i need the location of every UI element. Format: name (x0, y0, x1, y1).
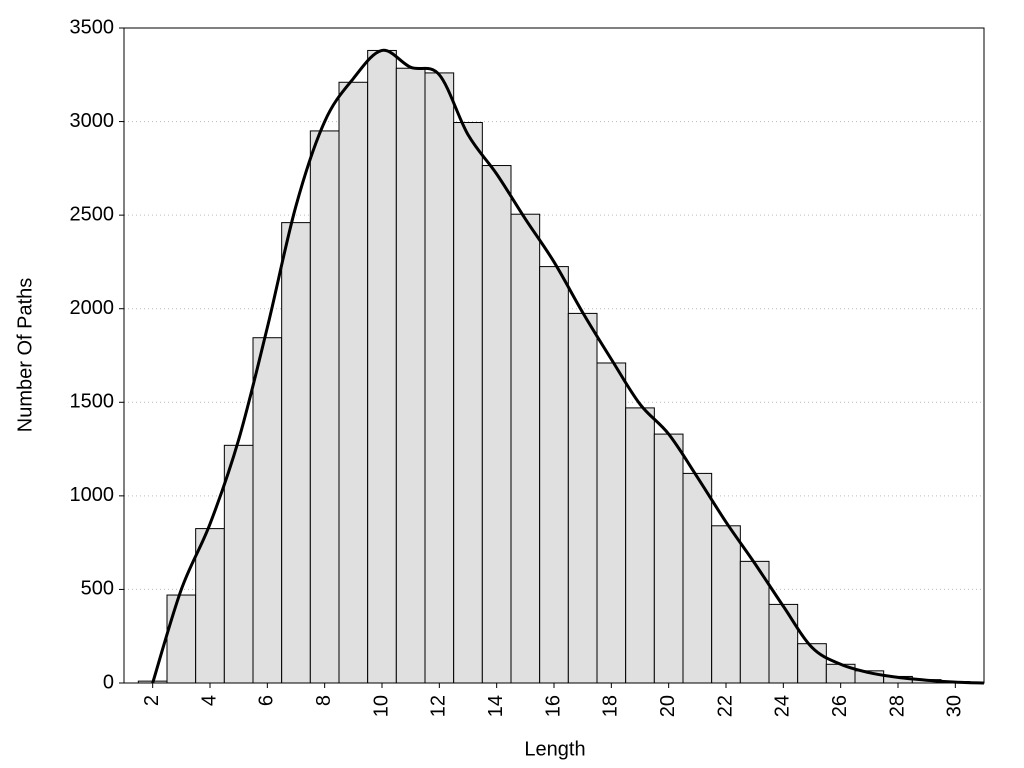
bar (223, 444, 254, 684)
bar (739, 560, 770, 684)
y-tick-label: 2000 (70, 297, 115, 319)
bar (567, 312, 598, 684)
x-axis-label: Length (524, 738, 585, 760)
bar (596, 362, 627, 684)
x-tick-label: 14 (485, 695, 507, 717)
y-tick-label: 3500 (70, 16, 115, 38)
y-tick-label: 500 (81, 578, 114, 600)
x-tick-label: 16 (542, 695, 564, 717)
bar (682, 472, 713, 684)
x-tick-label: 10 (370, 695, 392, 717)
bar (338, 81, 369, 684)
x-tick-label: 2 (141, 695, 163, 706)
bar (453, 122, 483, 684)
x-tick-label: 26 (829, 695, 851, 717)
x-tick-label: 12 (428, 695, 450, 717)
x-tick-label: 18 (600, 695, 622, 717)
bar (653, 433, 684, 684)
x-tick-label: 6 (256, 695, 278, 706)
bar (367, 49, 397, 684)
y-tick-label: 2500 (70, 203, 115, 225)
x-tick-label: 20 (657, 695, 679, 717)
bar (309, 130, 340, 684)
plot-frame (123, 27, 985, 684)
x-tick-label: 22 (714, 695, 736, 717)
bar (625, 407, 655, 684)
bar (281, 222, 311, 684)
bar (510, 213, 541, 684)
bar (252, 337, 283, 684)
bar (395, 67, 426, 684)
x-tick-label: 24 (772, 695, 794, 717)
bar (424, 72, 455, 684)
x-tick-label: 30 (944, 695, 966, 717)
x-tick-label: 28 (886, 695, 908, 717)
y-axis-label: Number Of Paths (14, 278, 36, 433)
density-line (151, 48, 985, 685)
y-tick-label: 1500 (70, 391, 115, 413)
bar (539, 266, 569, 684)
bar (797, 643, 827, 684)
bar (711, 525, 741, 684)
x-tick-label: 8 (313, 695, 335, 706)
bar (166, 594, 197, 684)
y-tick-label: 0 (103, 671, 114, 693)
bar (768, 603, 799, 684)
x-tick-label: 4 (198, 695, 220, 706)
bar (195, 528, 225, 684)
bar (481, 165, 512, 684)
y-tick-label: 3000 (70, 110, 115, 132)
y-tick-label: 1000 (70, 484, 115, 506)
